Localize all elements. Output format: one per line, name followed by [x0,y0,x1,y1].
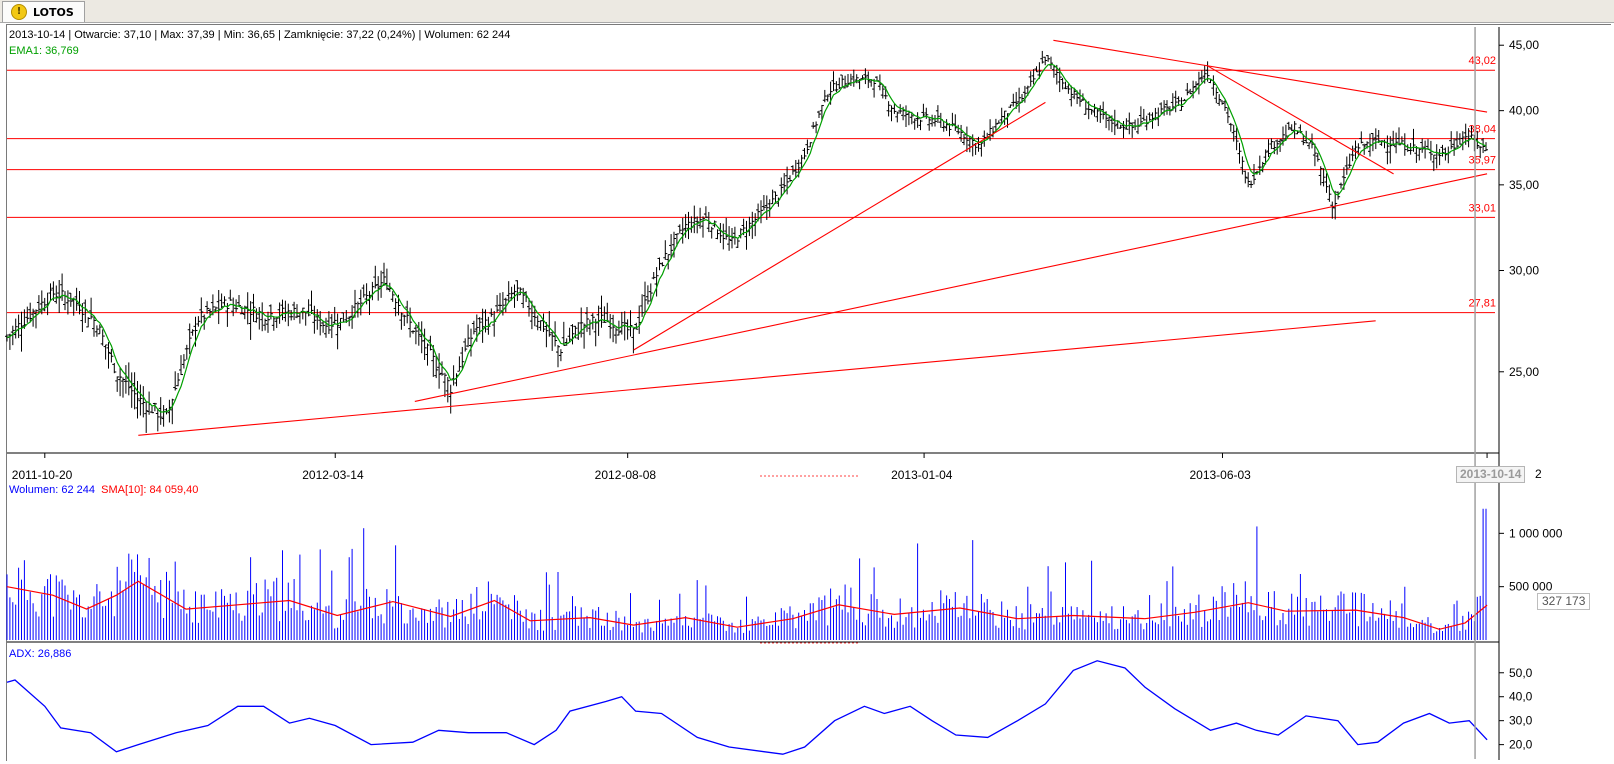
volume-y-tick-label: 500 000 [1509,580,1553,594]
adx-line [6,660,1488,755]
volume-y-tick-label: 1 000 000 [1509,526,1563,540]
volume-legend: Wolumen: 62 244 SMA[10]: 84 059,40 [9,484,198,496]
adx-y-tick-label: 40,0 [1509,690,1533,704]
trendline [414,173,1488,402]
price-y-tick-label: 35,00 [1509,178,1539,192]
adx-y-tick-label: 50,0 [1509,666,1533,680]
cursor-date-label: 2013-10-14 [1456,466,1526,483]
ohlc-info: 2013-10-14 | Otwarcie: 37,10 | Max: 37,3… [9,29,511,41]
support-level-label: 38,04 [1468,124,1496,136]
warning-icon: ! [11,4,27,20]
adx-y-tick-label: 20,0 [1509,738,1533,752]
volume-last-value: 327 173 [1537,593,1591,610]
trendline [1206,64,1394,175]
x-tick-label: 2013-06-03 [1189,468,1251,482]
chart-frame [6,24,1611,761]
support-level-label: 27,81 [1468,298,1496,310]
ema-line [6,63,1487,413]
trendline [138,320,1376,436]
sma-legend-value: SMA[10]: 84 059,40 [101,484,199,496]
sma-line [6,580,1488,630]
trendline [633,101,1046,351]
tab-lotos[interactable]: ! LOTOS [2,1,85,22]
adx-y-tick-label: 30,0 [1509,714,1533,728]
tab-label: LOTOS [33,5,74,19]
volume-legend-value: Wolumen: 62 244 [9,484,96,496]
price-y-tick-label: 40,00 [1509,104,1539,118]
trendline [1053,39,1488,113]
ema-legend: EMA1: 36,769 [9,45,79,57]
support-level-label: 43,02 [1468,55,1496,67]
price-y-tick-label: 25,00 [1509,365,1539,379]
tab-bar: ! LOTOS [0,0,1614,23]
x-tick-label: 2012-03-14 [302,468,364,482]
adx-legend: ADX: 26,886 [9,648,72,660]
x-tick-label: 2011-10-20 [12,468,73,482]
price-y-tick-label: 30,00 [1509,263,1539,277]
x-tick-label: 2012-08-08 [595,468,657,482]
support-level-label: 35,97 [1468,155,1496,167]
price-y-tick-label: 45,00 [1509,38,1539,52]
x-tick-label: 2 [1535,467,1542,481]
support-level-label: 33,01 [1468,202,1496,214]
x-tick-label: 2013-01-04 [891,468,953,482]
